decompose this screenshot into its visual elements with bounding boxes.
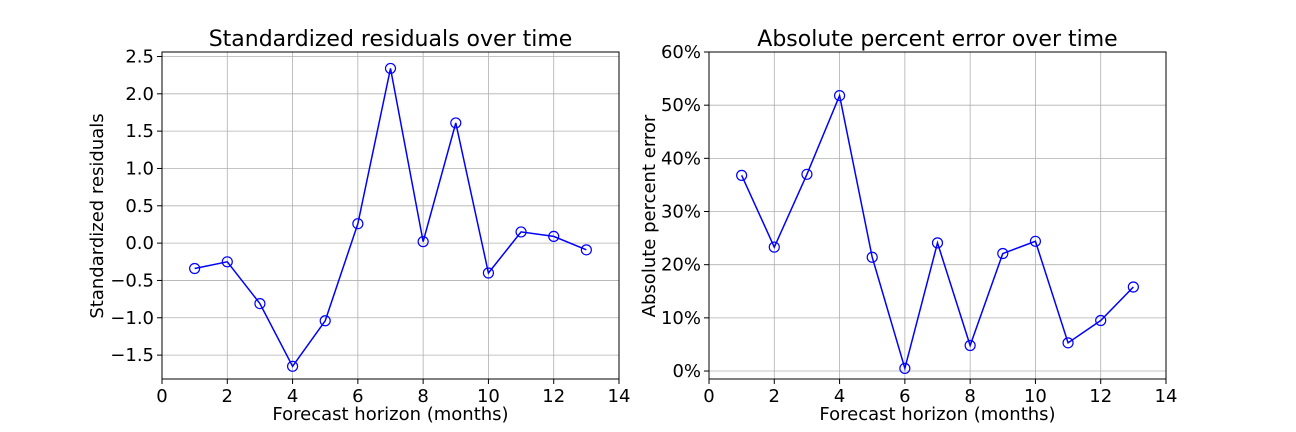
percent-error-data-point bbox=[736, 169, 748, 181]
residuals-data-point bbox=[319, 315, 331, 327]
residuals-x-tick-label: 0 bbox=[156, 386, 167, 407]
residuals-axes-frame bbox=[161, 51, 620, 380]
residuals-y-tick-label: 0.0 bbox=[125, 233, 154, 254]
residuals-y-tick-label: 1.0 bbox=[125, 158, 154, 179]
residuals-data-point bbox=[450, 117, 462, 129]
percent-error-series-line bbox=[740, 93, 1134, 372]
percent-error-data-point bbox=[1095, 314, 1107, 327]
residuals-x-tick-label: 6 bbox=[352, 386, 363, 407]
percent-error-data-point bbox=[997, 247, 1009, 260]
percent-error-y-tick-label: 30% bbox=[661, 202, 701, 223]
residuals-chart-title: Standardized residuals over time bbox=[209, 27, 573, 52]
residuals-x-tick-label: 4 bbox=[287, 386, 298, 407]
percent-error-data-point bbox=[866, 251, 878, 263]
residuals-y-tick-label: −1.0 bbox=[110, 308, 154, 329]
percent-error-data-point bbox=[768, 241, 780, 253]
percent-error-data-point bbox=[833, 89, 846, 102]
percent-error-data-point bbox=[931, 237, 944, 249]
percent-error-x-tick-label: 4 bbox=[834, 386, 845, 407]
percent-error-x-tick-label: 8 bbox=[964, 386, 975, 407]
percent-error-x-tick-label: 0 bbox=[703, 386, 714, 407]
percent-error-axes-frame bbox=[708, 51, 1167, 380]
residuals-data-point bbox=[254, 297, 266, 310]
percent-error-data-point bbox=[899, 362, 911, 374]
residuals-x-axis-label: Forecast horizon (months) bbox=[272, 404, 508, 425]
residuals-x-tick-label: 14 bbox=[608, 386, 631, 407]
percent-error-y-tick-label: 40% bbox=[661, 148, 701, 169]
residuals-y-tick-label: 1.5 bbox=[125, 121, 154, 142]
residuals-x-tick-label: 12 bbox=[542, 386, 565, 407]
percent-error-data-point bbox=[1029, 235, 1042, 247]
residuals-x-tick-label: 2 bbox=[222, 386, 233, 407]
percent-error-y-tick-label: 50% bbox=[661, 95, 701, 116]
residuals-data-point bbox=[384, 62, 397, 75]
percent-error-x-tick-label: 10 bbox=[1024, 386, 1047, 407]
percent-error-y-tick-label: 60% bbox=[661, 42, 701, 63]
residuals-chart: Standardized residuals over time Forecas… bbox=[87, 27, 630, 425]
residuals-data-point bbox=[515, 226, 527, 238]
percent-error-y-axis-label: Absolute percent error bbox=[639, 114, 660, 317]
residuals-data-point bbox=[221, 256, 233, 268]
residuals-x-tick-label: 10 bbox=[477, 386, 500, 407]
percent-error-x-tick-label: 6 bbox=[899, 386, 910, 407]
residuals-series-line bbox=[194, 68, 587, 368]
percent-error-x-tick-label: 14 bbox=[1155, 386, 1178, 407]
residuals-data-point bbox=[189, 262, 201, 275]
percent-error-x-axis-label: Forecast horizon (months) bbox=[819, 404, 1055, 425]
percent-error-plot-area: 0 2 4 6 8 10 12 14 0% 10% 20% 30% 40% 50% 60% bbox=[661, 42, 1177, 407]
residuals-y-tick-label: 2.5 bbox=[125, 46, 154, 67]
percent-error-data-point bbox=[801, 168, 813, 180]
residuals-plot-area: 0 2 4 6 8 10 12 14 −1.5 −1.0 −0.5 0.0 0.5 1.0 1.5 2.0 2.… bbox=[110, 46, 630, 407]
percent-error-chart: Absolute percent error over time Forecas… bbox=[639, 27, 1177, 425]
residuals-y-tick-label: 2.0 bbox=[125, 84, 154, 105]
percent-error-data-point bbox=[1127, 281, 1139, 293]
residuals-data-point bbox=[580, 244, 592, 256]
residuals-y-axis-label: Standardized residuals bbox=[87, 113, 108, 318]
percent-error-data-point bbox=[964, 339, 976, 352]
percent-error-data-point bbox=[1062, 337, 1074, 349]
percent-error-y-tick-label: 10% bbox=[661, 308, 701, 329]
percent-error-x-tick-label: 12 bbox=[1089, 386, 1112, 407]
residuals-data-point bbox=[352, 218, 364, 230]
residuals-y-tick-label: −0.5 bbox=[110, 270, 154, 291]
percent-error-chart-title: Absolute percent error over time bbox=[757, 27, 1117, 52]
percent-error-y-tick-label: 0% bbox=[672, 361, 701, 382]
percent-error-x-tick-label: 2 bbox=[769, 386, 780, 407]
percent-error-y-tick-label: 20% bbox=[661, 255, 701, 276]
residuals-data-point bbox=[482, 267, 495, 279]
residuals-data-point bbox=[417, 236, 429, 248]
residuals-data-point bbox=[286, 360, 299, 372]
residuals-x-tick-label: 8 bbox=[417, 386, 428, 407]
residuals-y-tick-label: 0.5 bbox=[125, 196, 154, 217]
residuals-y-tick-label: −1.5 bbox=[110, 345, 154, 366]
residuals-data-point bbox=[548, 230, 560, 243]
